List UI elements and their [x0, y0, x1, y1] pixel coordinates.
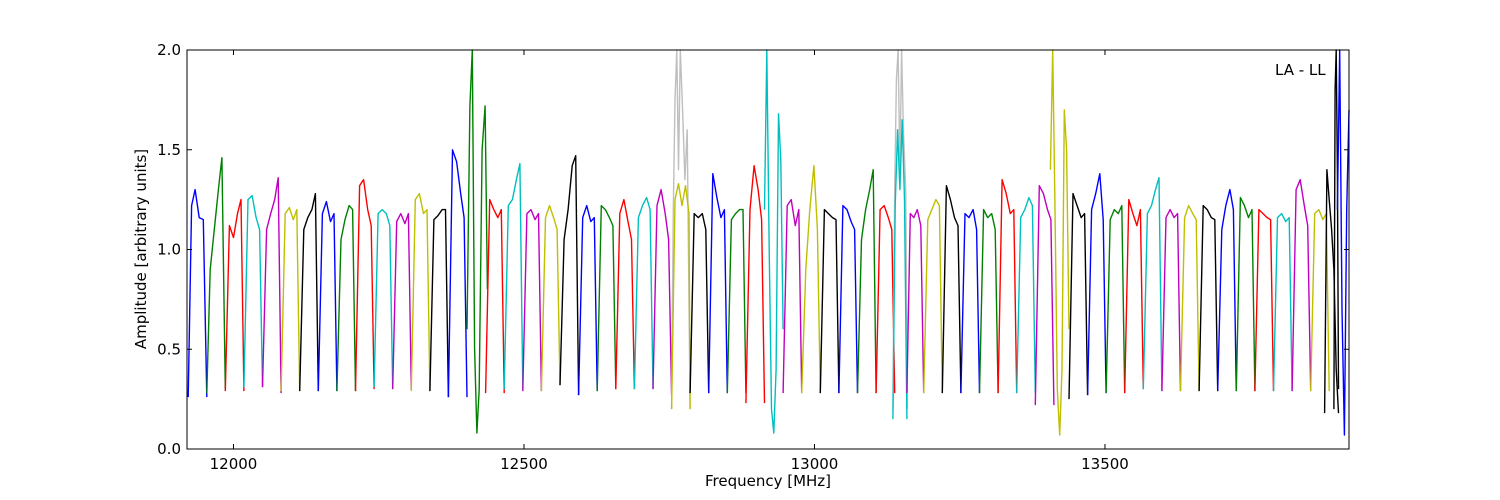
series-line-33: [782, 198, 803, 394]
series-line-19: [540, 204, 561, 392]
x-axis-ticks: 12000 12500 13000 13500: [210, 50, 1129, 473]
series-line-34: [801, 164, 821, 394]
series-line-52: [1105, 204, 1126, 394]
series-line-49: [1049, 49, 1070, 436]
series-line-38: [875, 204, 896, 394]
series-line-26: [670, 49, 691, 410]
series-line-11: [392, 212, 412, 390]
series-line-29: [708, 172, 728, 394]
series-line-64: [1323, 168, 1340, 414]
series-line-0: [187, 188, 208, 398]
series-line-41: [906, 208, 925, 394]
series-line-45: [978, 208, 999, 394]
series-line-47: [1016, 196, 1036, 394]
x-tick-label-1: 12500: [500, 455, 548, 473]
series-line-58: [1217, 188, 1237, 392]
series-layer: [187, 49, 1350, 436]
series-line-61: [1272, 212, 1293, 392]
series-line-53: [1124, 198, 1144, 394]
series-line-9: [354, 178, 375, 392]
series-line-35: [819, 208, 840, 394]
series-line-48: [1034, 184, 1055, 406]
series-line-36: [838, 204, 859, 394]
series-line-42: [923, 198, 943, 394]
series-line-6: [299, 192, 319, 392]
series-line-46: [997, 178, 1018, 394]
series-line-54: [1142, 176, 1163, 392]
series-line-14: [447, 149, 468, 398]
series-line-30: [726, 208, 747, 394]
series-line-43: [941, 184, 962, 394]
series-line-24: [633, 196, 654, 390]
series-line-2: [224, 198, 245, 392]
x-tick-label-2: 13000: [791, 455, 839, 473]
series-line-12: [410, 192, 431, 392]
series-line-18: [522, 208, 543, 392]
series-line-56: [1179, 204, 1200, 392]
series-line-28: [689, 212, 710, 394]
x-tick-label-3: 13500: [1081, 455, 1129, 473]
series-line-37: [856, 168, 877, 394]
series-line-7: [317, 200, 338, 392]
y-tick-label-3: 1.5: [157, 141, 181, 159]
series-line-50: [1068, 192, 1089, 400]
series-line-27: [670, 182, 691, 410]
y-tick-label-2: 1.0: [157, 241, 181, 259]
series-line-15: [466, 49, 489, 434]
y-tick-label-1: 0.5: [157, 340, 181, 358]
series-line-4: [261, 176, 282, 394]
series-line-66: [1336, 49, 1350, 436]
series-line-51: [1086, 172, 1107, 396]
series-line-17: [503, 162, 524, 390]
series-line-5: [280, 206, 301, 392]
series-line-57: [1198, 204, 1219, 392]
annotation-label: LA - LL: [1275, 61, 1326, 79]
series-line-3: [243, 194, 264, 388]
series-line-40: [892, 119, 908, 420]
y-axis-ticks: 0.0 0.5 1.0 1.5 2.0: [157, 41, 1349, 458]
series-line-62: [1291, 178, 1312, 392]
series-line-25: [652, 188, 673, 396]
series-line-22: [596, 204, 617, 392]
series-line-44: [960, 208, 981, 394]
series-line-32: [763, 49, 784, 434]
series-line-13: [429, 208, 450, 398]
series-line-55: [1161, 208, 1182, 392]
series-line-31: [745, 164, 766, 404]
series-line-60: [1254, 208, 1275, 392]
x-axis-title: Frequency [MHz]: [705, 472, 831, 490]
series-line-16: [484, 198, 505, 394]
series-line-10: [373, 208, 394, 390]
series-line-21: [577, 204, 598, 396]
x-tick-label-0: 12000: [210, 455, 258, 473]
series-line-20: [559, 154, 580, 396]
series-line-23: [615, 198, 636, 390]
y-tick-label-0: 0.0: [157, 440, 181, 458]
series-line-59: [1235, 196, 1256, 392]
y-axis-title: Amplitude [arbitrary units]: [132, 149, 150, 349]
series-line-1: [206, 156, 226, 394]
series-line-8: [336, 204, 357, 392]
y-tick-label-4: 2.0: [157, 41, 181, 59]
